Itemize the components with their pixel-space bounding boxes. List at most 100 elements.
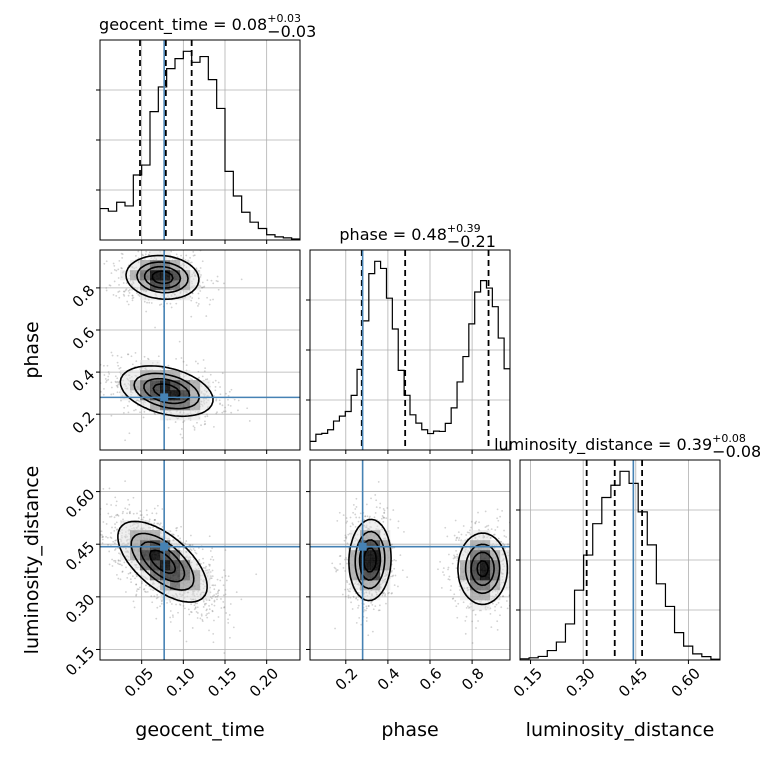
sample-point [205, 614, 208, 617]
sample-point [219, 579, 222, 582]
diag-panel-luminosity_distance: luminosity_distance = 0.39+0.08−0.08 [494, 432, 760, 664]
sample-point [217, 589, 220, 592]
sample-point [121, 564, 123, 567]
sample-point [211, 603, 213, 606]
sample-point [182, 421, 185, 424]
density-cell [170, 590, 181, 601]
sample-point [439, 560, 441, 563]
sample-point [127, 303, 130, 306]
sample-point [194, 607, 197, 610]
sample-point [105, 523, 108, 525]
sample-point [203, 603, 206, 606]
sample-point [141, 582, 143, 585]
sample-point [96, 367, 98, 369]
sample-point [348, 583, 351, 586]
sample-point [385, 602, 387, 605]
sample-point [135, 583, 138, 586]
hist-bar [334, 421, 340, 450]
sample-point [191, 544, 194, 546]
sample-point [213, 600, 216, 603]
sample-point [391, 543, 393, 546]
hist-bar [410, 415, 416, 450]
sample-point [122, 293, 125, 296]
sample-point [209, 571, 212, 573]
sample-point [117, 381, 120, 384]
sample-point [127, 237, 129, 239]
sample-point [175, 253, 178, 256]
hist-bar [258, 228, 266, 240]
title-minus: −0.08 [712, 442, 760, 461]
sample-point [449, 589, 452, 592]
sample-point [101, 542, 104, 545]
title-prefix: geocent_time = 0.08 [99, 15, 267, 35]
sample-point [112, 262, 115, 265]
sample-point [357, 520, 360, 523]
sample-point [145, 591, 147, 593]
hist-bar [200, 57, 208, 240]
hist-bar [192, 62, 200, 240]
sample-point [211, 610, 214, 613]
sample-point [203, 285, 206, 288]
sample-point [205, 315, 208, 317]
sample-point [462, 601, 465, 604]
sample-point [213, 619, 215, 622]
sample-point [107, 375, 110, 378]
sample-point [134, 255, 137, 257]
sample-point [116, 385, 119, 387]
sample-point [347, 596, 350, 599]
sample-point [214, 379, 217, 382]
sample-point [175, 357, 177, 360]
sample-point [110, 272, 113, 275]
sample-point [365, 607, 368, 610]
sample-point [196, 606, 199, 609]
sample-point [179, 433, 182, 436]
sample-point [121, 571, 124, 573]
sample-point [227, 622, 230, 624]
sample-point [212, 282, 215, 285]
sample-point [142, 254, 145, 257]
sample-point [494, 605, 496, 608]
sample-point [455, 567, 458, 570]
sample-point [223, 410, 225, 413]
sample-point [351, 608, 354, 610]
sample-point [137, 399, 140, 402]
sample-point [228, 614, 231, 616]
density-cell [200, 400, 211, 411]
sample-point [360, 623, 363, 626]
sample-point [194, 551, 197, 554]
hist-bar [250, 222, 258, 240]
panel-frame [519, 459, 721, 661]
sample-point [193, 254, 196, 257]
sample-point [217, 594, 219, 597]
sample-point [191, 292, 194, 295]
sample-point [501, 510, 504, 512]
sample-point [118, 563, 121, 566]
density-cell [200, 580, 211, 591]
sample-point [141, 518, 144, 521]
density-cell [180, 370, 191, 381]
sample-point [160, 602, 163, 605]
sample-point [192, 250, 195, 253]
density-cell [120, 530, 131, 541]
sample-point [180, 357, 183, 359]
sample-point [490, 626, 493, 629]
sample-point [114, 559, 117, 562]
sample-point [200, 424, 202, 427]
hist-bar [100, 209, 108, 240]
sample-point [147, 357, 149, 360]
sample-point [209, 550, 212, 552]
sample-point [117, 277, 120, 279]
sample-point [229, 603, 232, 605]
sample-point [116, 361, 119, 364]
hist-bar [339, 416, 345, 450]
sample-point [228, 390, 231, 393]
sample-point [129, 512, 131, 515]
sample-point [232, 626, 235, 629]
sample-point [392, 509, 395, 511]
sample-point [453, 593, 456, 596]
sample-point [333, 566, 336, 569]
sample-point [172, 616, 174, 618]
sample-point [205, 565, 207, 568]
sample-point [107, 512, 110, 515]
sample-point [209, 563, 211, 566]
